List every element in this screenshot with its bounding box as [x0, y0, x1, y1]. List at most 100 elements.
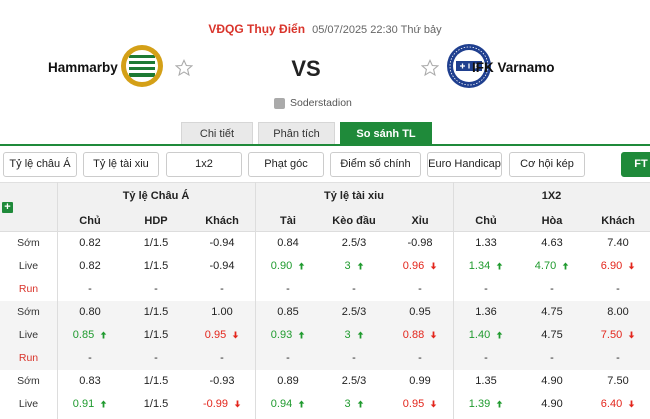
odds-cell[interactable]: -	[585, 278, 650, 301]
odds-cell[interactable]: 0.82	[57, 232, 123, 255]
hammarby-logo[interactable]	[120, 44, 164, 88]
odds-cell[interactable]: 0.85	[57, 324, 123, 347]
filter-correct-score[interactable]: Điểm số chính xác	[330, 152, 421, 193]
odds-cell[interactable]: -	[321, 347, 387, 370]
odds-value: 2.5/3	[341, 375, 367, 387]
odds-cell[interactable]: 0.84	[255, 232, 321, 255]
league-name[interactable]: VĐQG Thụy Điển	[208, 22, 306, 36]
odds-cell[interactable]: 0.85	[255, 301, 321, 324]
tab-details[interactable]: Chi tiết	[181, 122, 253, 145]
odds-cell[interactable]: 2.5/3	[321, 301, 387, 324]
odds-cell[interactable]: -	[123, 278, 189, 301]
odds-cell[interactable]: 1.40	[453, 324, 519, 347]
odds-cell[interactable]: -	[321, 278, 387, 301]
filter-over-under[interactable]: Tỷ lệ tài xiu	[83, 152, 159, 177]
odds-cell[interactable]: 0.90	[255, 255, 321, 278]
favorite-star-icon-away[interactable]	[421, 59, 439, 77]
odds-cell[interactable]: -	[585, 347, 650, 370]
odds-cell[interactable]: -0.98	[387, 232, 453, 255]
odds-cell[interactable]: 7.40	[585, 232, 650, 255]
ifk-varnamo-logo[interactable]	[446, 43, 492, 89]
odds-cell[interactable]: -	[453, 347, 519, 370]
odds-cell[interactable]: -	[255, 347, 321, 370]
odds-cell[interactable]: 3	[321, 255, 387, 278]
odds-cell[interactable]: -0.99	[189, 393, 255, 416]
odds-cell[interactable]: 7.50	[585, 324, 650, 347]
odds-value: 0.85	[72, 329, 95, 341]
odds-cell[interactable]: -	[519, 278, 585, 301]
odds-cell[interactable]: 1/1.5	[123, 324, 189, 347]
odds-cell[interactable]: 1.33	[453, 232, 519, 255]
odds-cell[interactable]: 4.75	[519, 301, 585, 324]
odds-cell[interactable]: 3	[321, 324, 387, 347]
odds-cell[interactable]: 4.90	[519, 370, 585, 393]
odds-cell[interactable]: -	[453, 278, 519, 301]
odds-cell[interactable]: -	[189, 347, 255, 370]
filter-corners[interactable]: Phạt góc	[248, 152, 324, 177]
odds-cell[interactable]: -	[57, 347, 123, 370]
odds-cell[interactable]: 1.35	[453, 370, 519, 393]
odds-cell[interactable]: 0.82	[57, 255, 123, 278]
odds-cell[interactable]: -	[387, 347, 453, 370]
filter-euro-handicap[interactable]: Euro Handicap	[427, 152, 502, 177]
odds-cell[interactable]: 0.95	[189, 324, 255, 347]
favorite-star-icon-home[interactable]	[175, 59, 193, 77]
filter-1x2[interactable]: 1x2	[166, 152, 242, 177]
filter-ft[interactable]: FT	[621, 152, 650, 177]
odds-cell[interactable]: 1/1.5	[123, 370, 189, 393]
filter-double-chance[interactable]: Cơ hội kép	[509, 152, 585, 177]
odds-cell[interactable]: 0.89	[255, 370, 321, 393]
odds-cell[interactable]: 7.50	[585, 370, 650, 393]
odds-cell[interactable]: 8.00	[585, 301, 650, 324]
odds-cell[interactable]: -	[387, 278, 453, 301]
odds-cell[interactable]: -0.94	[189, 255, 255, 278]
odds-cell[interactable]: -	[123, 347, 189, 370]
odds-cell[interactable]: 1.34	[453, 255, 519, 278]
odds-cell[interactable]: 1.39	[453, 393, 519, 416]
odds-cell[interactable]: 1/1.5	[123, 393, 189, 416]
home-team-name[interactable]: Hammarby	[48, 60, 118, 75]
odds-cell[interactable]: 1/1.5	[123, 301, 189, 324]
odds-cell[interactable]: -	[189, 278, 255, 301]
filter-asian-handicap[interactable]: Tỷ lệ châu Á	[3, 152, 77, 177]
odds-cell[interactable]: 0.94	[255, 393, 321, 416]
odds-cell[interactable]: 6.40	[585, 393, 650, 416]
odds-value: -	[616, 352, 620, 364]
odds-cell[interactable]: -	[519, 347, 585, 370]
odds-cell[interactable]: 1.00	[189, 301, 255, 324]
odds-cell[interactable]: 3	[321, 393, 387, 416]
odds-cell[interactable]: 1/1.5	[123, 255, 189, 278]
odds-cell[interactable]: 6.90	[585, 255, 650, 278]
odds-cell[interactable]: 0.83	[57, 370, 123, 393]
tab-odds-compare[interactable]: So sánh TL	[340, 122, 432, 145]
arrow-up-icon	[94, 398, 107, 410]
column-divider	[453, 182, 454, 419]
odds-cell[interactable]: 0.99	[387, 370, 453, 393]
odds-cell[interactable]: 1/1.5	[123, 232, 189, 255]
odds-cell[interactable]: 4.90	[519, 393, 585, 416]
odds-cell[interactable]: 0.88	[387, 324, 453, 347]
arrow-up-icon	[351, 329, 364, 341]
odds-cell[interactable]: 2.5/3	[321, 232, 387, 255]
arrow-down-icon	[622, 329, 635, 341]
odds-cell[interactable]: 4.75	[519, 324, 585, 347]
odds-cell[interactable]: -	[255, 278, 321, 301]
odds-cell[interactable]: -	[57, 278, 123, 301]
odds-value: 4.75	[541, 329, 563, 341]
odds-cell[interactable]: 4.70	[519, 255, 585, 278]
expand-plus-icon[interactable]: +	[2, 202, 13, 213]
odds-cell[interactable]: 4.63	[519, 232, 585, 255]
odds-cell[interactable]: 0.95	[387, 301, 453, 324]
odds-cell[interactable]: 2.5/3	[321, 370, 387, 393]
odds-cell[interactable]: 0.91	[57, 393, 123, 416]
odds-cell[interactable]: 0.93	[255, 324, 321, 347]
odds-cell[interactable]: 0.80	[57, 301, 123, 324]
row-label: Sớm	[17, 375, 40, 387]
odds-cell[interactable]: -0.93	[189, 370, 255, 393]
odds-cell[interactable]: 0.96	[387, 255, 453, 278]
away-team-name[interactable]: IFK Varnamo	[472, 60, 555, 75]
odds-cell[interactable]: 0.95	[387, 393, 453, 416]
odds-cell[interactable]: 1.36	[453, 301, 519, 324]
tab-analysis[interactable]: Phân tích	[258, 122, 335, 145]
odds-cell[interactable]: -0.94	[189, 232, 255, 255]
